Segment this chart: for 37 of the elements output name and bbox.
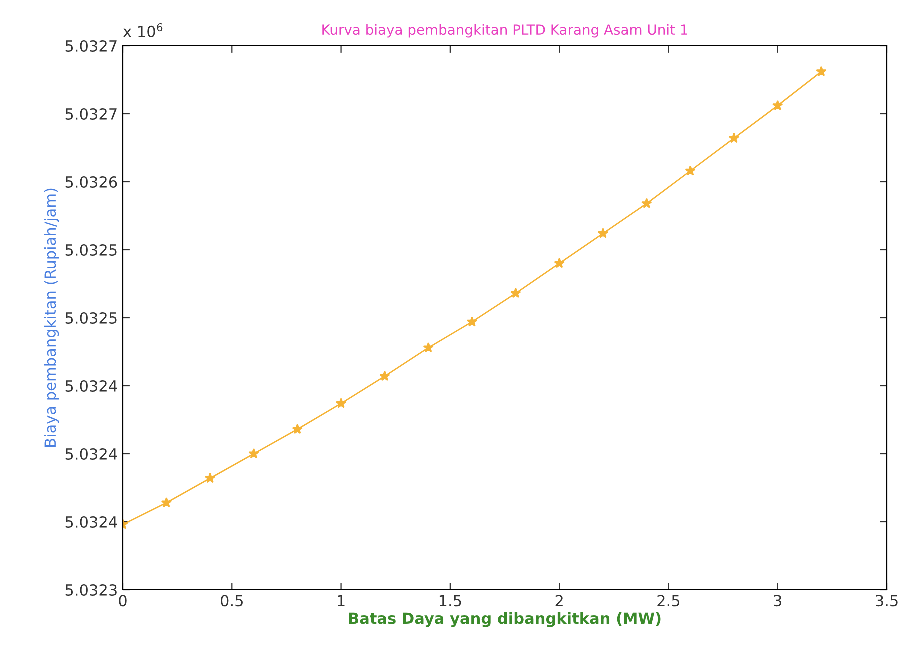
point <box>336 398 347 408</box>
point <box>728 132 740 144</box>
chart-title: Kurva biaya pembangkitan PLTD Karang Asam Unit 1 <box>322 24 688 38</box>
y-tick-label: 5.0325 <box>66 244 117 256</box>
point <box>642 198 652 208</box>
y-tick-label: 5.0326 <box>66 176 118 188</box>
point <box>292 424 303 434</box>
point <box>554 258 565 268</box>
x-tick-label: 3.5 <box>876 595 898 607</box>
point <box>816 66 827 76</box>
point <box>161 497 172 508</box>
y-tick-label: 5.0324 <box>66 380 118 392</box>
x-tick-label: 1 <box>338 595 345 606</box>
point <box>380 370 390 382</box>
point <box>423 342 434 353</box>
y-tick-label: 5.0325 <box>66 312 117 324</box>
y-tick-label: 5.0327 <box>66 108 117 120</box>
x-axis-title: Batas Daya yang dibangkitkan (MW) <box>349 612 661 628</box>
point <box>598 228 609 238</box>
text: x 10$^{6}$ <box>123 23 163 38</box>
point <box>772 100 784 110</box>
y-tick-label: 5.0324 <box>66 448 118 460</box>
x-tick-label: 1.5 <box>440 595 462 607</box>
y-tick-label: 5.0323 <box>66 584 117 596</box>
y-tick-label: 5.0324 <box>66 516 118 528</box>
point <box>510 288 522 298</box>
point <box>204 472 216 484</box>
point <box>685 166 696 176</box>
x-tick-label: 0 <box>119 595 127 607</box>
x-tick-label: 3 <box>774 595 782 607</box>
x-tick-label: 0.5 <box>221 595 243 607</box>
y-axis-title: Biaya pembangkitan (Rupiah/jam) <box>44 188 60 447</box>
point <box>248 448 260 459</box>
x-tick-label: 2.5 <box>658 595 680 607</box>
y-tick-label: 5.0327 <box>66 40 117 52</box>
point <box>466 316 478 327</box>
x-tick-label: 2 <box>556 595 563 606</box>
